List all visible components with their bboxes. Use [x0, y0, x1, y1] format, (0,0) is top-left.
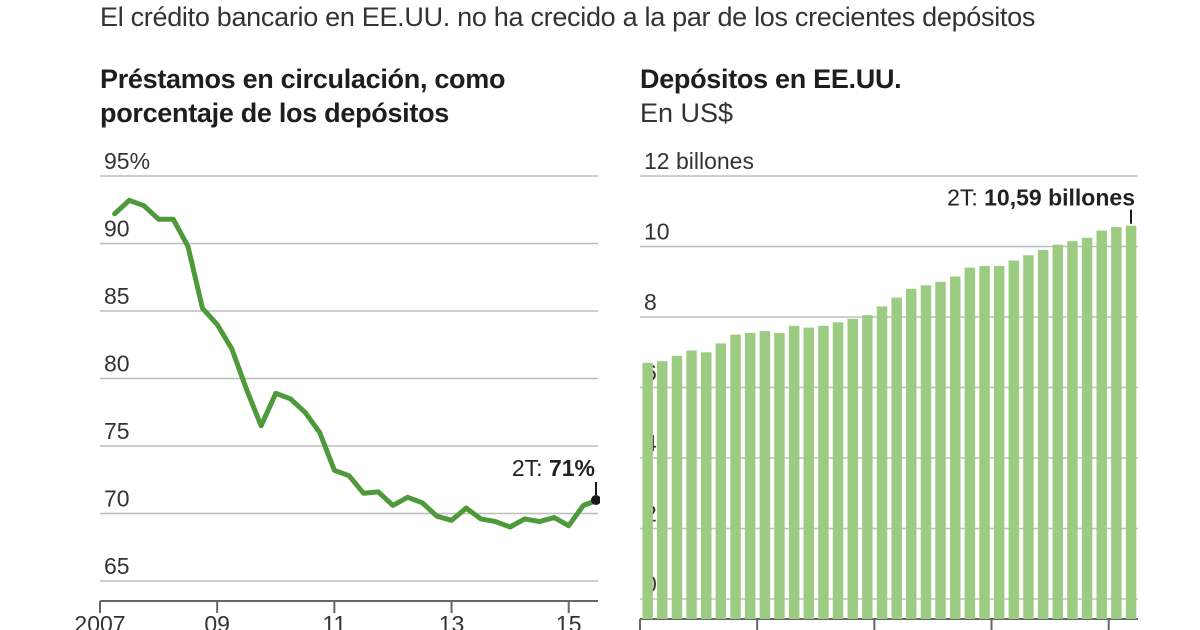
deposits-bar: [803, 327, 814, 619]
deposits-bar: [744, 332, 756, 619]
left-xtick-label: 11: [322, 611, 346, 630]
deposits-bar: [920, 285, 932, 619]
deposits-bar: [1008, 260, 1020, 619]
left-title-line-2: porcentaje de los depósitos: [100, 98, 449, 128]
deposits-bar: [818, 325, 829, 619]
left-ytick-label: 75: [104, 418, 130, 444]
deposits-bar: [657, 361, 668, 619]
deposits-bar: [876, 306, 888, 619]
loans-annotation: 2T: 71%: [512, 455, 595, 481]
left-ytick-label: 95%: [104, 148, 150, 174]
deposits-bar: [950, 276, 961, 619]
deposits-bar: [642, 362, 653, 619]
deposits-bar: [1067, 241, 1078, 619]
deposits-bar: [715, 343, 727, 619]
deposits-annotation-prefix: 2T:: [947, 185, 984, 211]
left-xtick-label: 13: [439, 611, 465, 630]
deposits-bar: [1081, 237, 1093, 619]
deposits-bar: [1096, 230, 1107, 619]
loans-ratio-series-line: [112, 197, 600, 530]
deposits-annotation: 2T: 10,59 billones: [947, 185, 1135, 211]
deposits-bar: [759, 331, 771, 619]
deposits-bar: [935, 281, 946, 620]
left-ytick-label: 85: [104, 283, 130, 309]
deposits-bar: [906, 288, 917, 619]
deposits-bar: [701, 352, 712, 620]
loans-deposits-line-chart: 65 70 75 80 85 90 95% 2007 09 11 13 15 2T: 71%: [74, 148, 600, 630]
right-ytick-label: 8: [644, 289, 657, 315]
deposits-bar: [774, 332, 785, 619]
left-xtick-label: 2007: [74, 611, 125, 630]
deposits-bar: [1052, 244, 1063, 619]
right-panel-subtitle: En US$: [640, 98, 734, 128]
chart-headline: El crédito bancario en EE.UU. no ha crec…: [100, 2, 1036, 32]
deposits-bar: [1111, 227, 1122, 619]
deposits-bar: [1023, 255, 1034, 620]
annotation-value: 71%: [549, 455, 595, 481]
deposits-bar: [862, 315, 873, 619]
left-ytick-label: 70: [104, 486, 130, 512]
deposits-bar: [993, 265, 1005, 619]
deposits-bar: [832, 322, 844, 619]
deposits-bar: [979, 265, 990, 619]
deposits-bar: [788, 325, 800, 619]
deposits-annotation-value: 10,59 billones: [984, 185, 1135, 211]
deposits-bar: [730, 334, 741, 619]
deposits-bar: [686, 350, 697, 619]
deposits-bar: [1037, 250, 1049, 619]
left-xtick-label: 09: [204, 611, 230, 630]
left-xtick-label: 15: [556, 611, 582, 630]
right-ytick-label: 10: [644, 219, 670, 245]
right-panel-title: Depósitos en EE.UU.: [640, 64, 902, 94]
deposits-bar: [1125, 225, 1137, 619]
left-ytick-label: 90: [104, 216, 130, 242]
deposits-bar: [847, 318, 858, 619]
left-ytick-label: 80: [104, 351, 130, 377]
annotation-prefix: 2T:: [512, 455, 549, 481]
left-title-line-1: Préstamos en circulación, como: [100, 64, 506, 94]
left-panel-title: Préstamos en circulación, como porcentaj…: [100, 62, 505, 130]
latest-value-dot: [591, 495, 600, 505]
left-ytick-label: 65: [104, 553, 130, 579]
deposits-bar: [964, 267, 976, 619]
deposits-bar: [671, 355, 683, 619]
right-ytick-label: 12 billones: [644, 148, 754, 174]
deposits-bar: [891, 297, 902, 619]
